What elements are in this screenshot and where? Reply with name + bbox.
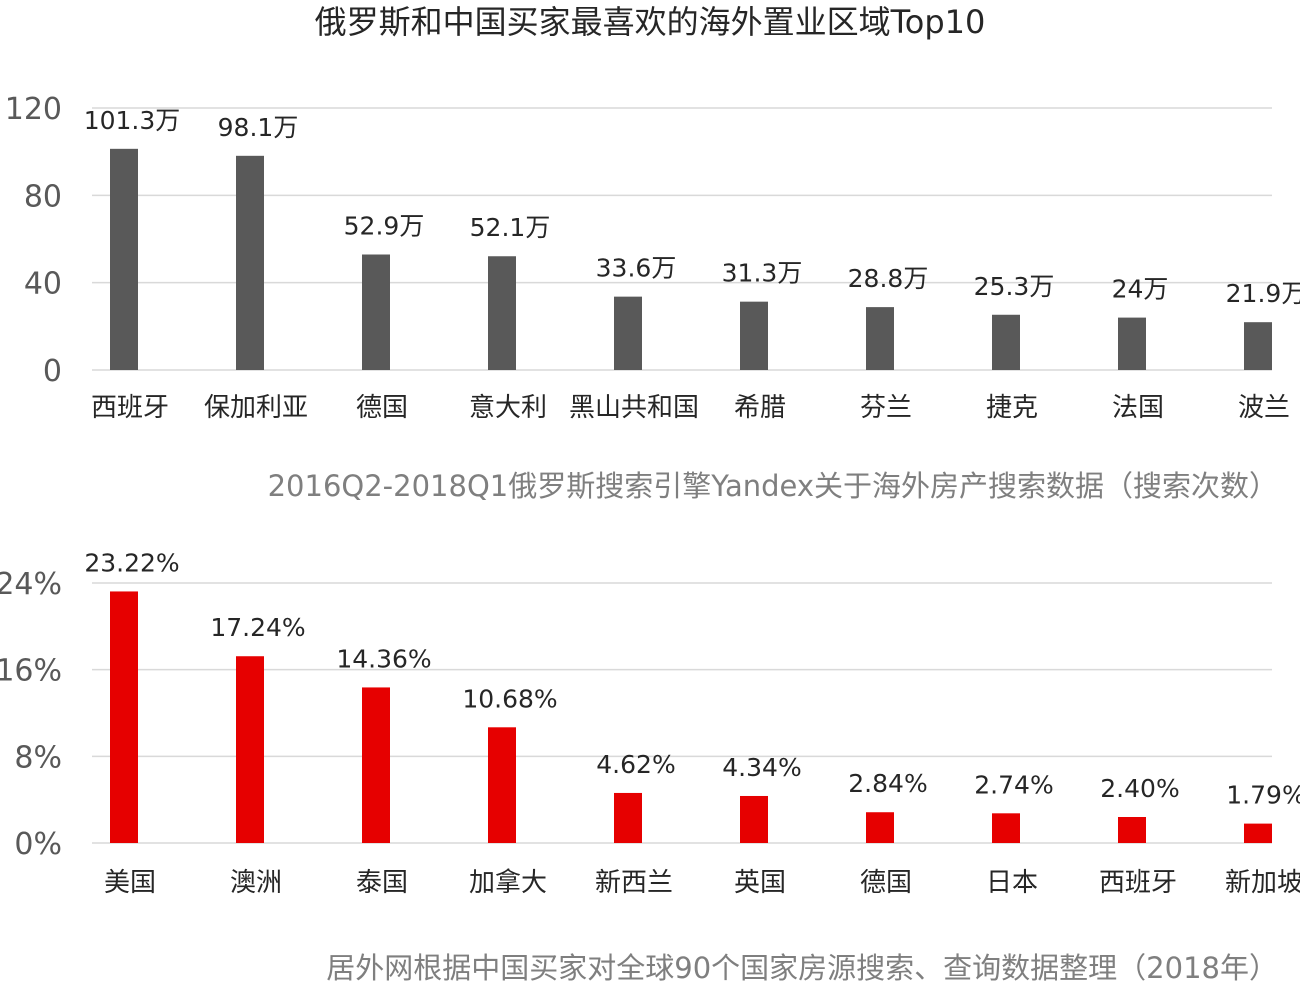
x-tick-label: 英国: [734, 868, 786, 898]
chart-bottom-caption: 居外网根据中国买家对全球90个国家房源搜索、查询数据整理（2018年）: [326, 951, 1278, 982]
bar: [1118, 817, 1146, 843]
x-tick-label: 保加利亚: [204, 393, 308, 423]
data-label: 101.3万: [84, 106, 181, 135]
x-tick-label: 法国: [1112, 393, 1164, 423]
x-tick-label: 捷克: [986, 393, 1038, 423]
data-label: 25.3万: [974, 272, 1055, 301]
x-tick-label: 波兰: [1238, 393, 1290, 423]
data-label: 98.1万: [218, 113, 299, 142]
data-label: 52.9万: [344, 212, 425, 241]
data-label: 24万: [1112, 275, 1169, 304]
data-label: 21.9万: [1226, 279, 1300, 308]
bar: [488, 727, 516, 843]
bar: [362, 254, 390, 370]
x-tick-label: 西班牙: [91, 393, 169, 423]
x-tick-label: 日本: [986, 868, 1038, 898]
bar: [488, 256, 516, 370]
bar: [866, 307, 894, 370]
x-tick-label: 泰国: [356, 868, 408, 898]
data-label: 23.22%: [84, 548, 179, 577]
y-tick-label: 0%: [14, 827, 62, 862]
y-tick-label: 8%: [14, 740, 62, 775]
x-tick-label: 澳洲: [230, 868, 282, 898]
data-label: 17.24%: [210, 613, 305, 642]
x-tick-label: 美国: [104, 868, 156, 898]
data-label: 33.6万: [596, 254, 677, 283]
bar: [362, 687, 390, 843]
y-tick-label: 120: [5, 92, 62, 127]
bar: [110, 591, 138, 843]
data-label: 4.34%: [722, 753, 801, 782]
bar: [614, 792, 642, 843]
bar: [1118, 317, 1146, 370]
data-label: 4.62%: [596, 750, 675, 779]
data-label: 52.1万: [470, 213, 551, 242]
x-tick-label: 德国: [356, 393, 408, 423]
x-tick-label: 黑山共和国: [569, 393, 699, 423]
x-tick-label: 芬兰: [860, 393, 912, 423]
chart-top-caption: 2016Q2-2018Q1俄罗斯搜索引擎Yandex关于海外房产搜索数据（搜索次…: [268, 469, 1278, 503]
bar: [740, 301, 768, 370]
y-tick-label: 16%: [0, 654, 62, 689]
data-label: 14.36%: [336, 644, 431, 673]
bar: [614, 296, 642, 370]
data-label: 2.40%: [1100, 774, 1179, 803]
y-tick-label: 0: [43, 354, 62, 389]
bar: [992, 813, 1020, 843]
data-label: 2.84%: [848, 769, 927, 798]
y-tick-label: 80: [24, 179, 62, 214]
x-tick-label: 希腊: [734, 393, 786, 423]
data-label: 10.68%: [462, 684, 557, 713]
data-label: 28.8万: [848, 264, 929, 293]
data-label: 1.79%: [1226, 781, 1300, 810]
bar: [1244, 823, 1272, 843]
x-tick-label: 西班牙: [1099, 868, 1177, 898]
bar: [866, 812, 894, 843]
bar: [236, 155, 264, 370]
bar: [740, 795, 768, 843]
chart-bottom-search-share: 0% 8% 16% 24% 23.22% 美国 17.24% 澳洲 14.36% 泰国 10.68%…: [0, 548, 1300, 898]
bar: [1244, 322, 1272, 370]
data-label: 2.74%: [974, 770, 1053, 799]
x-tick-label: 新加坡: [1225, 868, 1300, 898]
bar: [236, 656, 264, 843]
y-tick-label: 40: [24, 267, 62, 302]
x-tick-label: 加拿大: [469, 868, 547, 898]
chart-title: 俄罗斯和中国买家最喜欢的海外置业区域Top10: [315, 3, 986, 41]
bar: [992, 314, 1020, 370]
x-tick-label: 意大利: [469, 393, 547, 423]
x-tick-label: 新西兰: [595, 868, 673, 898]
bar: [110, 148, 138, 370]
y-tick-label: 24%: [0, 567, 62, 602]
x-tick-label: 德国: [860, 868, 912, 898]
data-label: 31.3万: [722, 259, 803, 288]
